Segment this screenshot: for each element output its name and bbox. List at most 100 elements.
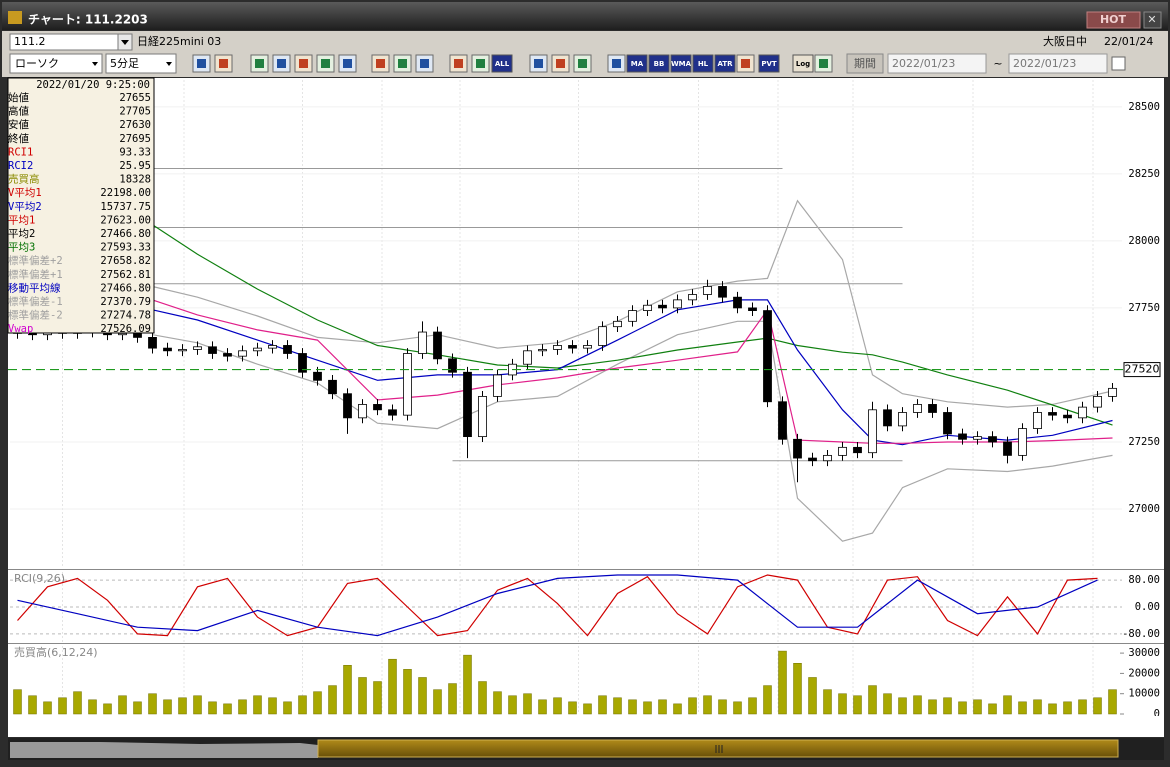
interval-select[interactable] <box>105 53 177 74</box>
tool-button[interactable] <box>648 54 670 73</box>
candle-body <box>1033 412 1042 429</box>
candle-body <box>703 286 712 295</box>
to-date-box[interactable] <box>1008 53 1108 74</box>
info-label: RCI1 <box>8 146 33 158</box>
candle-body <box>778 401 787 440</box>
volume-bar <box>373 681 382 715</box>
tool-glyph <box>534 59 543 68</box>
candle-body <box>208 346 217 354</box>
volume-bar <box>163 699 172 715</box>
scroll-thumb[interactable] <box>317 739 1119 758</box>
panel-title: RCI(9,26) <box>14 572 65 585</box>
volume-bar <box>853 695 862 715</box>
tool-button-label[interactable]: ATR <box>717 60 733 68</box>
volume-bar <box>763 685 772 715</box>
y-tick-label: 80.00 <box>1128 574 1160 586</box>
period-button[interactable] <box>846 53 884 74</box>
hot-button[interactable] <box>1086 11 1141 29</box>
tool-button[interactable] <box>792 54 814 73</box>
volume-bar <box>193 695 202 715</box>
info-label: 標準偏差+2 <box>8 254 63 267</box>
volume-bar <box>358 677 367 715</box>
tool-glyph <box>476 59 485 68</box>
volume-bar <box>463 654 472 715</box>
candle-body <box>838 446 847 456</box>
tool-button[interactable] <box>692 54 714 73</box>
volume-bar <box>238 699 247 715</box>
candle-body <box>298 353 307 373</box>
volume-bar <box>1003 695 1012 715</box>
scroll-grip <box>715 745 723 753</box>
from-date-box[interactable] <box>887 53 987 74</box>
volume-bar <box>868 685 877 715</box>
info-value: 27274.78 <box>100 310 151 322</box>
candle-body <box>808 457 817 462</box>
tool-button-label[interactable]: WMA <box>671 60 692 68</box>
volume-bar <box>553 697 562 715</box>
tool-button[interactable] <box>670 54 692 73</box>
volume-bar <box>1018 701 1027 715</box>
volume-bar <box>343 665 352 715</box>
tool-button[interactable] <box>758 54 780 73</box>
volume-bar <box>208 701 217 715</box>
checkbox[interactable] <box>1111 56 1126 71</box>
volume-bar <box>178 697 187 715</box>
volume-bar <box>223 703 232 715</box>
tool-button-label[interactable]: BB <box>654 60 665 68</box>
hot-label[interactable]: HOT <box>1100 13 1127 26</box>
session: 大阪日中 <box>1043 34 1087 48</box>
candle-body <box>733 296 742 309</box>
tool-button[interactable] <box>626 54 648 73</box>
period[interactable]: 期間 <box>854 57 876 70</box>
tool-glyph <box>454 59 463 68</box>
close-button[interactable] <box>1143 11 1162 29</box>
tool-button-label[interactable]: ALL <box>495 60 510 68</box>
interval[interactable]: 5分足 <box>110 57 139 70</box>
chart-kind-select[interactable] <box>9 53 103 74</box>
info-label: 平均1 <box>8 214 35 226</box>
candle-body <box>673 299 682 309</box>
volume-bar <box>418 677 427 715</box>
info-panel <box>7 77 155 334</box>
info-label: Vwap <box>8 323 33 335</box>
volume-bar <box>433 689 442 715</box>
window-title: チャート: 111.2203 <box>28 13 148 27</box>
tool-button-label[interactable]: HL <box>698 60 709 68</box>
volume-bar <box>1063 701 1072 715</box>
volume-bar <box>643 701 652 715</box>
candle-body <box>313 371 322 381</box>
candle-body <box>913 404 922 413</box>
volume-bar <box>253 695 262 715</box>
candle-body <box>283 345 292 354</box>
tool-button[interactable] <box>491 54 513 73</box>
volume-bar <box>478 681 487 715</box>
candle-body <box>418 331 427 354</box>
volume-bar <box>58 697 67 715</box>
tool-button-label[interactable]: Log <box>796 60 810 68</box>
candle-body <box>373 404 382 411</box>
tool-button[interactable] <box>714 54 736 73</box>
info-value: 27526.09 <box>100 323 151 335</box>
volume-bar <box>988 703 997 715</box>
symbol[interactable]: 111.2 <box>14 35 46 48</box>
candle-body <box>478 395 487 438</box>
to-date[interactable]: 2022/01/23 <box>1013 57 1076 70</box>
volume-bar <box>523 693 532 715</box>
volume-bar <box>313 691 322 715</box>
y-tick-label: 20000 <box>1128 667 1160 679</box>
tool-glyph <box>197 59 206 68</box>
info-label: V平均2 <box>8 201 42 213</box>
volume-bar <box>613 697 622 715</box>
tool-button-label[interactable]: PVT <box>761 60 777 68</box>
candle-body <box>238 350 247 357</box>
volume-bar <box>298 695 307 715</box>
info-value: 27655 <box>119 92 151 104</box>
tool-button-label[interactable]: MA <box>631 60 644 68</box>
chart-kind[interactable]: ローソク <box>15 57 59 70</box>
volume-bar <box>43 701 52 715</box>
tool-glyph <box>741 59 750 68</box>
volume-bar <box>328 685 337 715</box>
y-tick-label: -80.00 <box>1122 628 1160 640</box>
from-date[interactable]: 2022/01/23 <box>892 57 955 70</box>
close-label[interactable]: ✕ <box>1147 13 1156 26</box>
